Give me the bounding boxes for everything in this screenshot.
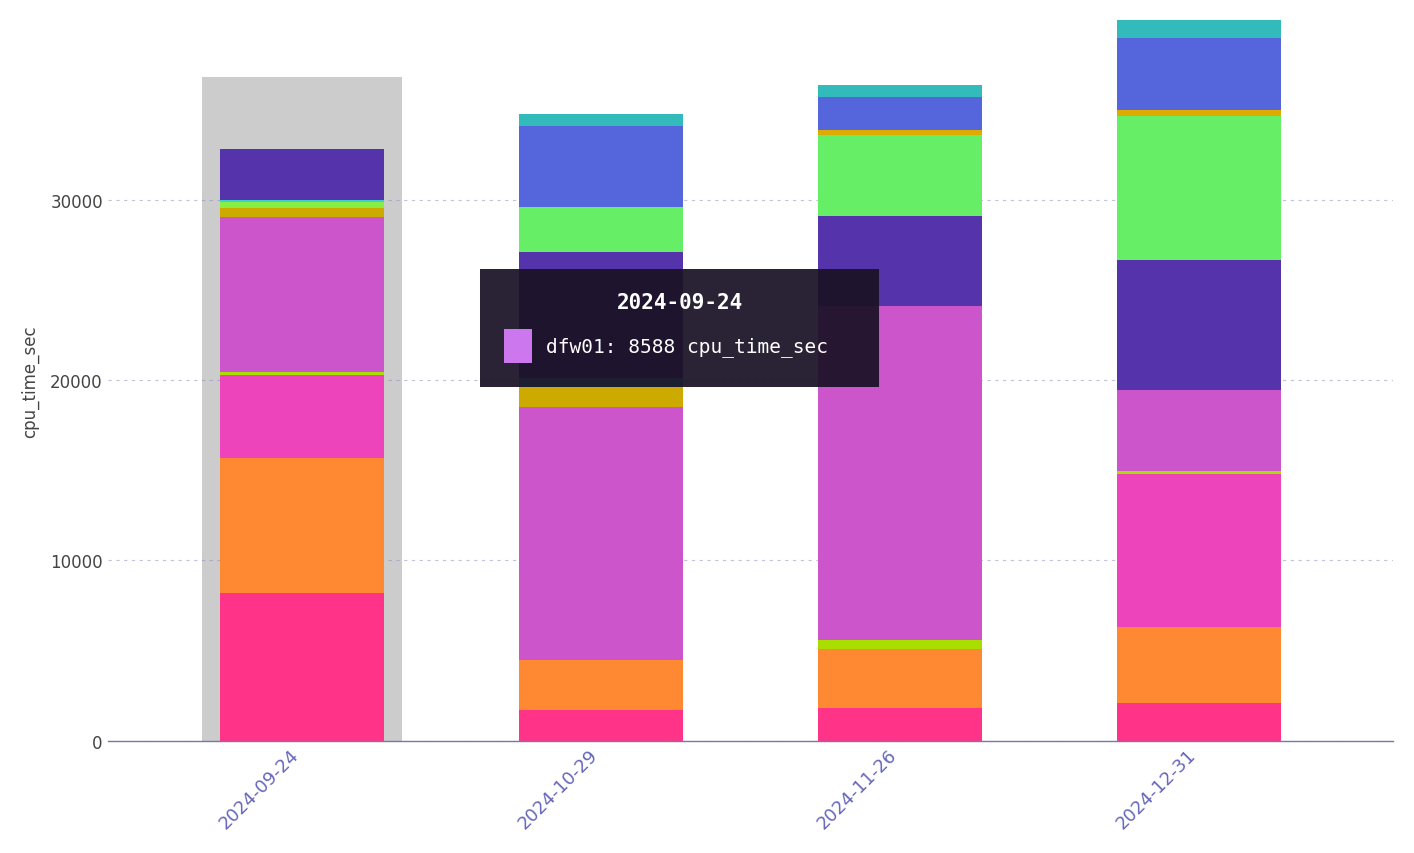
Bar: [219, 458, 385, 593]
Bar: [817, 131, 983, 136]
Bar: [519, 127, 683, 208]
Bar: [219, 209, 385, 218]
Bar: [817, 98, 983, 131]
Bar: [219, 218, 385, 372]
Bar: [519, 379, 683, 388]
Bar: [1117, 703, 1281, 740]
FancyBboxPatch shape: [481, 270, 880, 388]
Bar: [1117, 117, 1281, 260]
Bar: [1117, 111, 1281, 117]
Bar: [817, 307, 983, 640]
FancyBboxPatch shape: [503, 330, 532, 363]
Bar: [817, 640, 983, 649]
Bar: [219, 200, 385, 203]
Bar: [1117, 474, 1281, 628]
Bar: [219, 375, 385, 458]
Bar: [1117, 0, 1281, 39]
Bar: [219, 203, 385, 209]
Y-axis label: cpu_time_sec: cpu_time_sec: [21, 324, 40, 437]
Bar: [1117, 390, 1281, 471]
Bar: [817, 85, 983, 98]
Bar: [202, 78, 402, 740]
Bar: [519, 114, 683, 127]
Bar: [817, 217, 983, 307]
Bar: [519, 711, 683, 740]
Bar: [519, 253, 683, 379]
Bar: [1117, 471, 1281, 474]
Bar: [219, 372, 385, 375]
Bar: [817, 649, 983, 708]
Bar: [519, 388, 683, 408]
Bar: [519, 408, 683, 660]
Bar: [1117, 39, 1281, 111]
Bar: [219, 150, 385, 200]
Text: 2024-09-24: 2024-09-24: [617, 293, 742, 313]
Bar: [817, 708, 983, 740]
Bar: [519, 208, 683, 253]
Bar: [519, 660, 683, 711]
Text: dfw01: 8588 cpu_time_sec: dfw01: 8588 cpu_time_sec: [546, 337, 829, 357]
Bar: [1117, 260, 1281, 390]
Bar: [1117, 628, 1281, 703]
Bar: [219, 593, 385, 740]
Bar: [817, 136, 983, 217]
